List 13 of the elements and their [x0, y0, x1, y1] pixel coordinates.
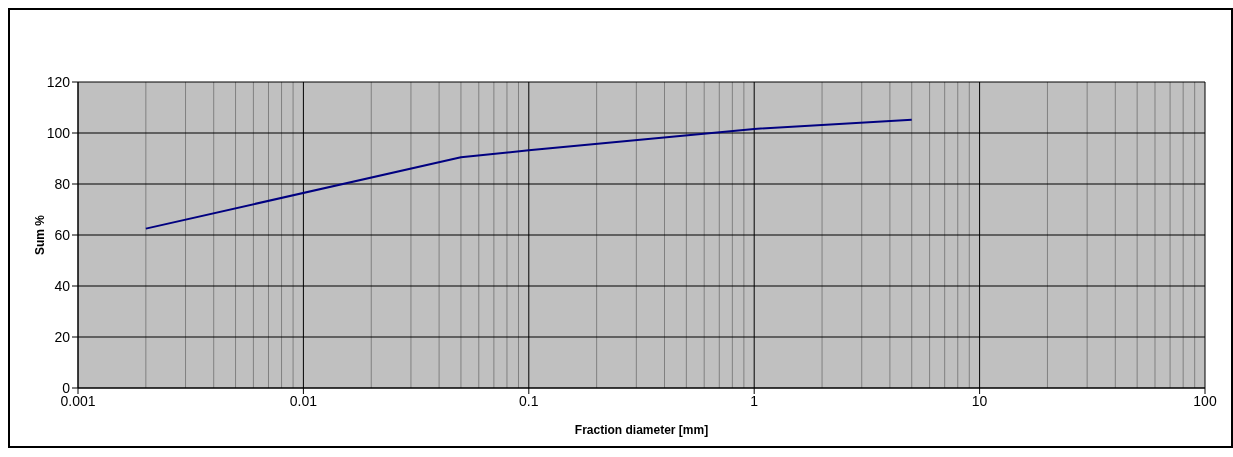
- y-tick-label: 80: [54, 175, 71, 192]
- x-tick-label: 1: [750, 392, 759, 409]
- x-tick-label: 100: [1193, 392, 1217, 409]
- y-axis-title: Sum %: [33, 214, 48, 256]
- y-tick-label: 100: [46, 124, 71, 141]
- y-tick-label: 60: [54, 226, 71, 243]
- x-tick-label: 0.1: [519, 392, 539, 409]
- x-tick-label: 10: [971, 392, 988, 409]
- x-tick-label: 0.01: [289, 392, 318, 409]
- y-tick-label: 40: [54, 277, 71, 294]
- y-tick-label: 120: [46, 73, 71, 90]
- y-tick-label: 20: [54, 328, 71, 345]
- x-axis-title: Fraction diameter [mm]: [574, 423, 709, 437]
